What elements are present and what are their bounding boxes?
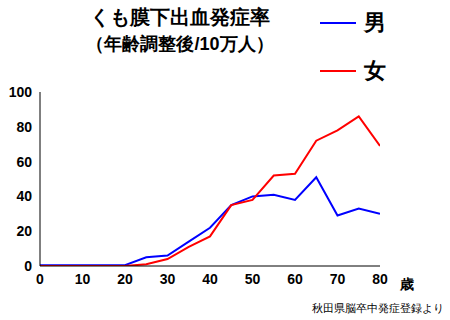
svg-text:20: 20 <box>16 223 32 239</box>
svg-text:50: 50 <box>245 271 261 287</box>
svg-text:70: 70 <box>330 271 346 287</box>
svg-text:60: 60 <box>16 154 32 170</box>
svg-text:10: 10 <box>75 271 91 287</box>
svg-text:20: 20 <box>117 271 133 287</box>
svg-text:80: 80 <box>372 271 388 287</box>
svg-text:0: 0 <box>24 258 32 274</box>
html-text:歳: 歳 <box>400 276 414 292</box>
html-text:女: 女 <box>364 58 386 83</box>
html-text:（年齢調整後/10万人）: （年齢調整後/10万人） <box>86 34 274 54</box>
html-text:秋田県脳卒中発症登録より: 秋田県脳卒中発症登録より <box>312 302 444 314</box>
svg-text:0: 0 <box>36 271 44 287</box>
html-text:くも膜下出血発症率: くも膜下出血発症率 <box>90 6 270 28</box>
svg-text:30: 30 <box>160 271 176 287</box>
svg-text:60: 60 <box>287 271 303 287</box>
html-text:男: 男 <box>364 10 386 35</box>
svg-text:40: 40 <box>16 188 32 204</box>
svg-text:100: 100 <box>9 84 33 100</box>
svg-text:80: 80 <box>16 119 32 135</box>
svg-text:40: 40 <box>202 271 218 287</box>
